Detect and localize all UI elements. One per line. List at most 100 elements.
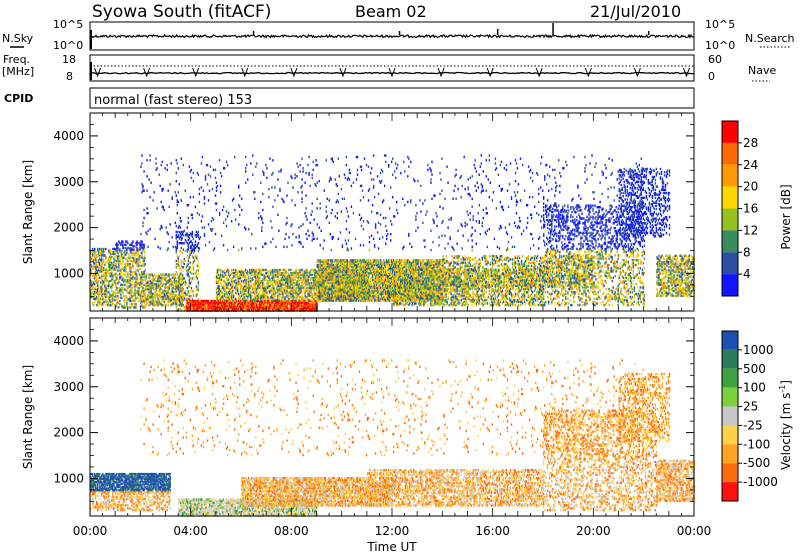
range-gate-cell (126, 280, 128, 283)
range-gate-cell (283, 275, 285, 278)
range-gate-cell (153, 287, 155, 291)
range-gate-cell (262, 283, 264, 286)
range-gate-cell (90, 251, 92, 254)
range-gate-cell (314, 299, 316, 302)
range-gate-cell (158, 302, 160, 305)
range-gate-cell (182, 261, 184, 264)
range-gate-cell (109, 292, 111, 296)
range-gate-cell (300, 281, 302, 285)
range-gate-cell (177, 286, 179, 290)
range-gate-cell (175, 290, 177, 293)
range-gate-cell (169, 294, 171, 297)
range-gate-cell (191, 306, 194, 309)
nsky-label: N.Sky (2, 32, 34, 45)
range-gate-cell (127, 270, 129, 274)
range-gate-cell (300, 273, 302, 276)
range-gate-cell (211, 306, 214, 309)
range-gate-cell (209, 304, 212, 307)
range-gate-cell (270, 268, 272, 272)
range-gate-cell (100, 267, 102, 270)
range-gate-cell (103, 254, 105, 257)
range-gate-cell (188, 285, 191, 288)
range-gate-cell (130, 270, 132, 274)
range-gate-cell (164, 303, 166, 307)
range-gate-cell (263, 303, 265, 306)
range-gate-cell (113, 257, 115, 260)
range-gate-cell (145, 287, 147, 291)
range-gate-cell (279, 268, 281, 272)
range-gate-cell (131, 280, 133, 283)
range-gate-cell (172, 302, 174, 305)
range-gate-cell (276, 304, 278, 307)
range-gate-cell (138, 264, 140, 267)
range-gate-cell (209, 299, 212, 303)
range-gate-cell (165, 276, 167, 279)
range-gate-cell (150, 286, 152, 289)
range-gate-cell (290, 272, 292, 275)
range-gate-cell (271, 283, 273, 286)
range-gate-cell (121, 286, 123, 290)
range-gate-cell (318, 268, 320, 272)
range-gate-cell (178, 254, 180, 258)
range-gate-cell (204, 301, 207, 304)
range-gate-cell (259, 306, 261, 309)
range-gate-cell (93, 265, 95, 268)
range-gate-cell (312, 288, 314, 291)
range-gate-cell (218, 278, 221, 281)
range-gate-cell (256, 291, 258, 294)
range-gate-cell (202, 303, 205, 306)
range-gate-cell (96, 260, 98, 263)
range-gate-cell (262, 301, 264, 304)
range-gate-cell (216, 303, 219, 306)
range-gate-cell (221, 286, 224, 289)
range-gate-cell (139, 291, 141, 295)
range-gate-cell (318, 286, 320, 289)
range-gate-cell (285, 268, 287, 272)
range-gate-cell (223, 281, 226, 285)
range-gate-cell (104, 271, 106, 275)
range-gate-cell (224, 301, 227, 304)
range-gate-cell (119, 299, 121, 303)
nsky-line (89, 33, 695, 39)
range-gate-cell (215, 281, 218, 285)
range-gate-cell (113, 251, 115, 254)
range-gate-cell (186, 307, 188, 311)
range-gate-cell (255, 306, 257, 309)
range-gate-cell (103, 275, 105, 278)
range-gate-cell (342, 297, 345, 301)
range-gate-cell (266, 307, 268, 311)
range-gate-cell (97, 302, 99, 305)
range-gate-cell (249, 268, 251, 272)
range-gate-cell (310, 283, 312, 286)
range-gate-cell (196, 304, 199, 307)
range-gate-cell (93, 287, 95, 291)
range-gate-cell (197, 306, 200, 309)
range-gate-cell (320, 296, 322, 299)
range-gate-cell (121, 290, 123, 293)
range-gate-cell (125, 258, 127, 261)
range-gate-cell (180, 246, 182, 250)
range-gate-cell (221, 270, 224, 273)
range-gate-cell (154, 286, 156, 289)
range-gate-cell (144, 291, 146, 295)
range-gate-cell (262, 303, 264, 306)
range-gate-cell (287, 303, 289, 306)
range-gate-cell (253, 306, 255, 309)
range-gate-cell (289, 276, 291, 280)
range-gate-cell (230, 296, 233, 299)
range-gate-cell (91, 292, 93, 296)
range-gate-cell (163, 275, 165, 278)
range-gate-cell (286, 291, 288, 294)
range-gate-cell (306, 280, 308, 283)
range-gate-cell (139, 254, 141, 258)
range-gate-cell (157, 299, 159, 302)
range-gate-cell (106, 294, 108, 297)
range-gate-cell (256, 296, 258, 299)
range-gate-cell (250, 306, 252, 309)
range-gate-cell (236, 307, 238, 311)
range-gate-cell (269, 307, 271, 311)
range-gate-cell (234, 304, 236, 307)
range-gate-cell (148, 291, 150, 294)
range-gate-cell (177, 297, 179, 300)
range-gate-cell (185, 307, 187, 311)
